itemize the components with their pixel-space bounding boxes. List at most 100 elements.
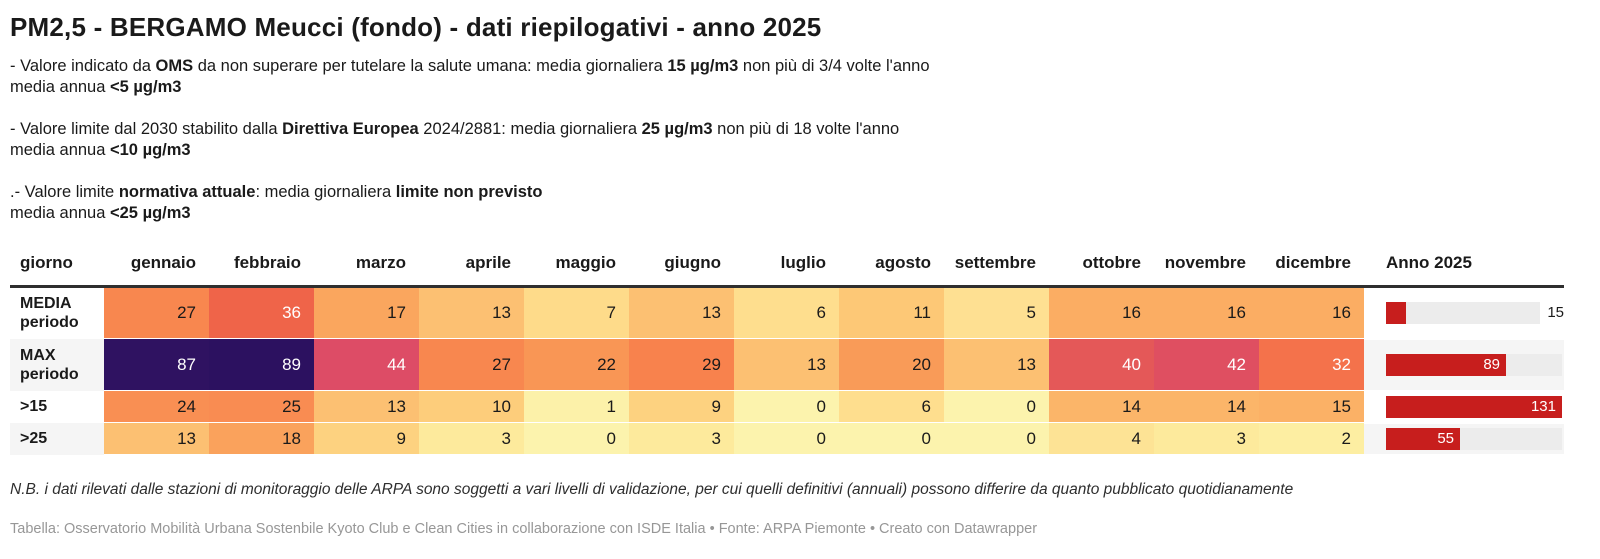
column-header-gennaio: gennaio (104, 245, 209, 288)
row-label: >25 (10, 422, 104, 455)
heatmap-cell: 3 (629, 422, 734, 455)
summary-table: giorno gennaio febbraio marzo aprile maggio gi… (10, 245, 1564, 456)
heatmap-cell: 22 (524, 338, 629, 391)
bar-track: 89 (1386, 353, 1562, 376)
note-line: media annua <5 µg/m3 (10, 77, 1570, 98)
heatmap-cell: 13 (734, 338, 839, 391)
heatmap-cell: 14 (1049, 390, 1154, 423)
note-segment-bold: 25 µg/m3 (641, 120, 713, 138)
page-title: PM2,5 - BERGAMO Meucci (fondo) - dati ri… (10, 12, 822, 42)
heatmap-cell: 6 (734, 286, 839, 339)
anno-bar: 55 (1386, 427, 1564, 450)
table-row: >15 24 25 13 10 1 9 0 6 0 14 14 15 131 (10, 390, 1564, 424)
column-header-aprile: aprile (419, 245, 524, 288)
note-segment-bold: <5 µg/m3 (110, 78, 182, 96)
data-validation-note: N.B. i dati rilevati dalle stazioni di m… (10, 480, 1294, 498)
heatmap-cell: 13 (314, 390, 419, 423)
bar-value-label: 89 (1483, 356, 1500, 373)
column-header-giugno: giugno (629, 245, 734, 288)
note-segment: : media giornaliera (255, 183, 396, 201)
heatmap-cell: 5 (944, 286, 1049, 339)
heatmap-cell: 0 (944, 390, 1049, 423)
heatmap-cell: 16 (1049, 286, 1154, 339)
bar-fill: 131 (1386, 395, 1562, 418)
heatmap-cell: 27 (419, 338, 524, 391)
note-paragraph: .- Valore limite normativa attuale: medi… (10, 182, 1570, 224)
heatmap-cell: 14 (1154, 390, 1259, 423)
note-segment-bold: <25 µg/m3 (110, 204, 191, 222)
row-label: MEDIA periodo (10, 286, 104, 339)
column-header-novembre: novembre (1154, 245, 1259, 288)
anno-bar-cell: 131 (1364, 390, 1564, 424)
note-segment: non più di 3/4 volte l'anno (738, 57, 930, 75)
heatmap-cell: 1 (524, 390, 629, 423)
column-header-giorno: giorno (10, 245, 104, 288)
heatmap-cell: 0 (734, 422, 839, 455)
note-line: - Valore limite dal 2030 stabilito dalla… (10, 119, 1570, 140)
heatmap-cell: 6 (839, 390, 944, 423)
source-attribution: Tabella: Osservatorio Mobilità Urbana So… (10, 520, 1038, 537)
heatmap-cell: 24 (104, 390, 209, 423)
heatmap-cell: 17 (314, 286, 419, 339)
note-segment: non più di 18 volte l'anno (712, 120, 900, 138)
heatmap-cell: 13 (104, 422, 209, 455)
table-header: giorno gennaio febbraio marzo aprile maggio gi… (10, 245, 1564, 288)
table-row: >25 13 18 9 3 0 3 0 0 0 4 3 2 55 (10, 422, 1564, 456)
table-row: MAX periodo 87 89 44 27 22 29 13 20 13 40 42 32 89 (10, 338, 1564, 392)
bar-fill (1386, 301, 1406, 324)
note-segment-bold: OMS (155, 57, 194, 75)
note-paragraph: - Valore limite dal 2030 stabilito dalla… (10, 119, 1570, 161)
column-header-anno-2025: Anno 2025 (1364, 245, 1564, 288)
heatmap-cell: 20 (839, 338, 944, 391)
heatmap-cell: 13 (419, 286, 524, 339)
anno-bar: 131 (1386, 395, 1564, 418)
heatmap-cell: 87 (104, 338, 209, 391)
anno-bar: 89 (1386, 353, 1564, 376)
bar-value-label: 15 (1547, 304, 1564, 322)
column-header-marzo: marzo (314, 245, 419, 288)
heatmap-cell: 4 (1049, 422, 1154, 455)
note-segment: media annua (10, 78, 110, 96)
note-line: media annua <25 µg/m3 (10, 203, 1570, 224)
note-segment-bold: normativa attuale (118, 183, 256, 201)
heatmap-cell: 40 (1049, 338, 1154, 391)
heatmap-cell: 7 (524, 286, 629, 339)
anno-bar-cell: 89 (1364, 338, 1564, 392)
note-segment-bold: 15 µg/m3 (667, 57, 739, 75)
heatmap-cell: 32 (1259, 338, 1364, 391)
anno-bar-cell: 55 (1364, 422, 1564, 456)
heatmap-cell: 0 (944, 422, 1049, 455)
anno-bar: 15 (1386, 301, 1564, 324)
table-body: MEDIA periodo 27 36 17 13 7 13 6 11 5 16 16 16 15 MAX pe… (10, 286, 1564, 456)
heatmap-cell: 3 (419, 422, 524, 455)
column-header-luglio: luglio (734, 245, 839, 288)
note-line: media annua <10 µg/m3 (10, 140, 1570, 161)
note-segment: media annua (10, 204, 110, 222)
heatmap-cell: 3 (1154, 422, 1259, 455)
heatmap-cell: 15 (1259, 390, 1364, 423)
heatmap-cell: 13 (944, 338, 1049, 391)
note-segment: 2024/2881: media giornaliera (418, 120, 642, 138)
bar-value-label: 55 (1437, 430, 1454, 447)
heatmap-cell: 0 (734, 390, 839, 423)
heatmap-cell: 11 (839, 286, 944, 339)
heatmap-cell: 9 (314, 422, 419, 455)
bar-value-label: 131 (1530, 398, 1556, 415)
note-segment: - Valore indicato da (10, 57, 156, 75)
note-line: - Valore indicato da OMS da non superare… (10, 56, 1570, 77)
note-segment-bold: limite non previsto (395, 183, 543, 201)
heatmap-cell: 44 (314, 338, 419, 391)
note-segment: - Valore limite dal 2030 stabilito dalla (10, 120, 283, 138)
column-header-febbraio: febbraio (209, 245, 314, 288)
table-header-row: giorno gennaio febbraio marzo aprile maggio gi… (10, 245, 1564, 288)
table-row: MEDIA periodo 27 36 17 13 7 13 6 11 5 16 16 16 15 (10, 286, 1564, 340)
note-segment: media annua (10, 141, 110, 159)
heatmap-cell: 0 (524, 422, 629, 455)
bar-fill: 89 (1386, 353, 1506, 376)
heatmap-cell: 18 (209, 422, 314, 455)
notes: - Valore indicato da OMS da non superare… (10, 56, 1570, 224)
column-header-ottobre: ottobre (1049, 245, 1154, 288)
bar-track: 55 (1386, 427, 1562, 450)
row-label: MAX periodo (10, 338, 104, 391)
heatmap-cell: 9 (629, 390, 734, 423)
